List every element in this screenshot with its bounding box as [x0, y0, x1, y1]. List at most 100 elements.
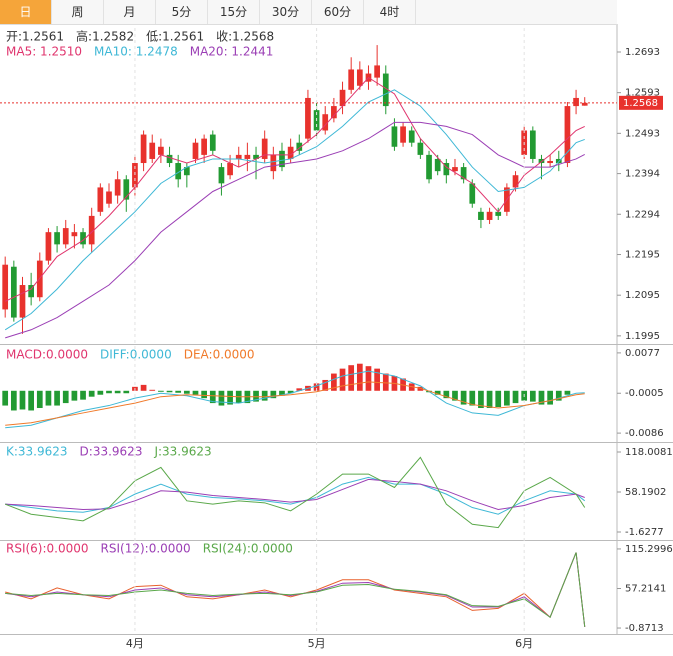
candle-body: [235, 154, 242, 159]
macd-bar: [374, 368, 380, 391]
macd-bar: [443, 390, 450, 399]
x-tick-label: 4月: [126, 637, 144, 650]
candle-body: [331, 106, 337, 119]
last-price-box: [619, 95, 663, 110]
macd-bar: [339, 368, 346, 391]
macd-bar: [434, 390, 441, 395]
tab[interactable]: 30分: [260, 0, 312, 24]
candle-body: [469, 183, 476, 204]
legend-label: MA20: 1.2441: [190, 45, 274, 59]
candle-body: [140, 134, 147, 164]
indicator-line: [5, 552, 586, 627]
y-tick-label: -0.0005: [625, 388, 664, 399]
candle-body: [175, 163, 182, 180]
candle-body: [261, 138, 268, 159]
y-tick-label: 1.2693: [625, 47, 660, 58]
candle-body: [564, 106, 571, 164]
candle-body: [538, 158, 545, 164]
macd-bar: [538, 390, 545, 405]
macd-bar: [547, 390, 553, 405]
macd-bar: [218, 390, 225, 406]
macd-bar: [512, 390, 519, 404]
legend-label: 开:1.2561: [6, 30, 64, 44]
tab[interactable]: 月: [104, 0, 156, 24]
y-tick-label: 118.0081: [625, 447, 673, 458]
macd-bar: [313, 383, 320, 391]
x-tick-label: 6月: [515, 637, 533, 650]
y-tick-label: 1.2095: [625, 290, 660, 301]
candle-body: [45, 232, 52, 261]
macd-bar: [149, 389, 156, 391]
macd-bar: [460, 390, 467, 405]
tab[interactable]: 5分: [156, 0, 208, 24]
candle-body: [348, 69, 355, 90]
macd-bar: [123, 390, 130, 394]
y-tick-label: 57.2141: [625, 583, 666, 594]
candle-body: [443, 163, 450, 176]
indicator-line: [5, 381, 585, 426]
candle-body: [287, 146, 294, 159]
macd-bar: [88, 390, 95, 397]
macd-bar: [80, 390, 86, 400]
candle-body: [400, 126, 406, 143]
candle-body: [28, 285, 34, 298]
candle-body: [227, 163, 233, 176]
candle-body: [158, 146, 164, 155]
candle-body: [123, 179, 130, 200]
tab[interactable]: 60分: [312, 0, 364, 24]
tab[interactable]: 日: [0, 0, 52, 24]
candle-body: [166, 154, 173, 164]
macd-bar: [62, 390, 69, 404]
macd-bar: [331, 373, 337, 391]
macd-bar: [356, 363, 363, 391]
legend-label: DIFF:0.0000: [100, 348, 172, 362]
indicator-line: [5, 456, 586, 529]
candle-body: [2, 264, 9, 310]
candle-body: [452, 167, 458, 172]
indicator-line: [5, 478, 585, 511]
candle-body: [10, 266, 17, 318]
candle-body: [244, 154, 251, 159]
macd-bar: [175, 390, 182, 393]
y-tick-label: -0.0086: [625, 428, 664, 439]
macd-bar: [106, 390, 112, 394]
candle-body: [460, 167, 467, 180]
macd-bar: [504, 390, 510, 406]
macd-bar: [28, 390, 34, 411]
x-tick-label: 5月: [308, 637, 326, 650]
indicator-line: [4, 89, 585, 331]
legend-label: 高:1.2582: [76, 29, 134, 44]
macd-bar: [166, 390, 173, 393]
macd-bar: [555, 390, 562, 401]
indicator-line: [4, 76, 585, 302]
legend-label: D:33.9623: [80, 445, 143, 459]
macd-bar: [469, 390, 476, 406]
macd-bar: [270, 390, 277, 399]
macd-bar: [97, 390, 104, 395]
tab-bar: 日周月 5分 15分 30分 60分 4时: [0, 0, 617, 25]
legend-label: RSI(6):0.0000: [6, 542, 89, 556]
tab[interactable]: 15分: [208, 0, 260, 24]
candle-body: [426, 154, 432, 180]
candle-body: [253, 154, 259, 159]
candle-body: [486, 211, 493, 220]
macd-bar: [10, 390, 17, 411]
legend-label: RSI(24):0.0000: [203, 542, 293, 556]
indicator-line: [5, 476, 586, 515]
tab[interactable]: 周: [52, 0, 104, 24]
candle-body: [547, 160, 553, 164]
candle-body: [71, 232, 78, 237]
candle-body: [132, 163, 138, 188]
candle-body: [149, 142, 156, 159]
candle-body: [54, 232, 60, 245]
y-tick-label: 1.2593: [625, 88, 660, 99]
candle-body: [305, 97, 311, 139]
candle-body: [434, 158, 441, 172]
y-tick-label: 58.1902: [625, 487, 666, 498]
tab[interactable]: 4时: [364, 0, 416, 24]
y-tick-label: 1.2294: [625, 209, 660, 220]
legend-label: MA10: 1.2478: [94, 45, 178, 59]
y-tick-label: 115.2996: [625, 544, 673, 555]
macd-bar: [495, 390, 502, 408]
candle-body: [62, 228, 69, 245]
